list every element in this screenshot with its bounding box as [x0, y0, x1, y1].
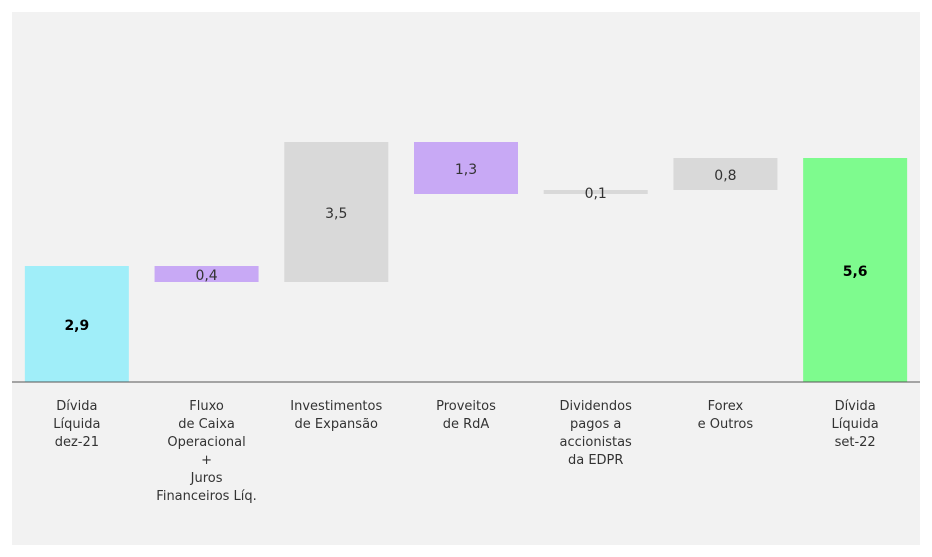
- category-label: Dívida Líquida dez-21: [53, 399, 101, 450]
- bar: [24, 266, 129, 382]
- value-label: 0,8: [714, 168, 736, 184]
- category-label: Dividendos pagos a accionistas da EDPR: [559, 399, 632, 468]
- bar: [154, 266, 259, 282]
- bar: [284, 142, 389, 282]
- category-label: Forex e Outros: [697, 399, 754, 432]
- value-label: 1,3: [455, 162, 477, 178]
- bar: [543, 190, 648, 194]
- category-label: Proveitos de RdA: [436, 399, 496, 432]
- value-label: 2,9: [64, 318, 89, 334]
- value-label: 0,1: [585, 186, 607, 202]
- category-label: Dívida Líquida set-22: [831, 399, 879, 450]
- value-label: 0,4: [195, 268, 217, 284]
- bar: [803, 158, 908, 382]
- bar: [673, 158, 778, 190]
- value-label: 3,5: [325, 206, 347, 222]
- category-label: Investimentos de Expansão: [290, 399, 383, 432]
- value-label: 5,6: [843, 264, 868, 280]
- category-label: Fluxo de Caixa Operacional + Juros Finan…: [156, 399, 257, 504]
- bar: [414, 142, 518, 194]
